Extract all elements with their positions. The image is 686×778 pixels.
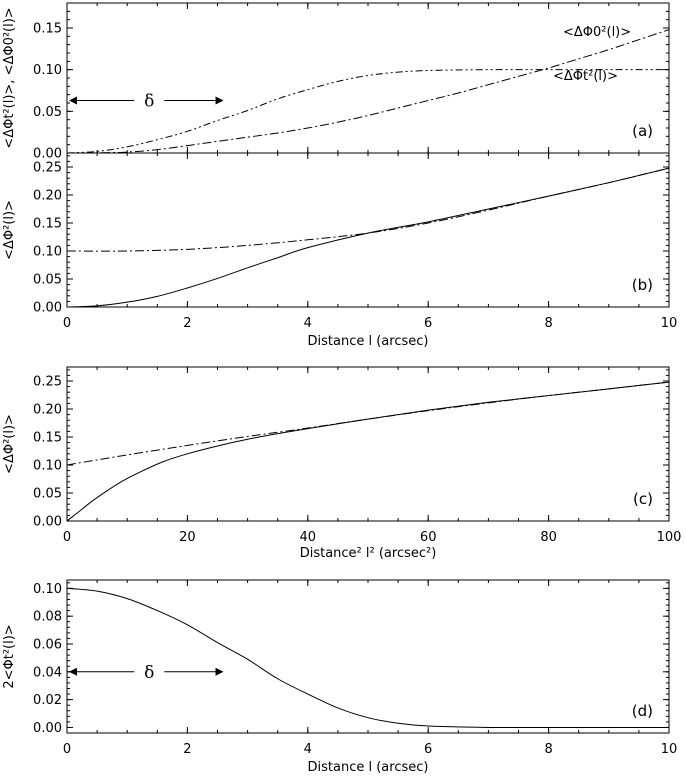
y-tick-label: 0.05	[33, 273, 62, 288]
y-tick-label: 0.00	[33, 721, 62, 736]
y-tick-label: 0.05	[33, 487, 62, 502]
series-solid	[66, 587, 669, 729]
y-tick-label: 0.00	[33, 515, 62, 530]
y-tick-label: 0.08	[33, 610, 62, 625]
arrowhead-left	[69, 96, 77, 105]
y-axis-title: 2<Φt²(l)>	[2, 624, 17, 688]
panel-c-frame	[66, 366, 670, 522]
panel-label: (b)	[632, 276, 653, 294]
y-tick-label: 0.10	[33, 459, 62, 474]
x-tick-label: 40	[300, 530, 317, 545]
y-tick-label: 0.04	[33, 665, 62, 680]
x-axis-title: Distance l (arcsec)	[308, 334, 429, 349]
panel-d: 0 2 4 6 8 10 0.00 0.02 0.04 0.06 0.08 0.10 2<Φt²(l)>…	[2, 579, 678, 775]
panel-b-frame	[66, 152, 670, 308]
y-tick-label: 0.10	[33, 245, 62, 260]
y-tick-label: 0.00	[33, 147, 62, 162]
x-tick-label: 0	[63, 530, 71, 545]
series-dash-dot	[66, 167, 670, 252]
y-tick-label: 0.15	[33, 431, 62, 446]
y-tick-label: 0.15	[33, 22, 62, 37]
x-tick-label: 2	[183, 316, 191, 331]
panel-d-frame	[66, 579, 670, 734]
y-axis-title: <ΔΦ²(l)>	[2, 414, 17, 474]
x-tick-label: 6	[424, 316, 432, 331]
panel-label: (d)	[632, 702, 653, 720]
x-tick-label: 2	[183, 742, 191, 757]
y-tick-label: 0.25	[33, 161, 62, 176]
y-tick-label: 0.15	[33, 217, 62, 232]
x-axis-title: Distance² l² (arcsec²)	[300, 546, 437, 561]
y-tick-label: 0.10	[33, 582, 62, 597]
y-tick-label: 0.20	[33, 189, 62, 204]
x-tick-label: 10	[661, 742, 678, 757]
panel-a: 0.00 0.05 0.10 0.15 <ΔΦt²(l)>, <ΔΦ0²(l)> (a) δ…	[2, 2, 670, 162]
series-dash-dot	[66, 381, 670, 466]
y-tick-label: 0.20	[33, 403, 62, 418]
x-tick-label: 10	[661, 316, 678, 331]
x-axis-title: Distance l (arcsec)	[308, 760, 429, 775]
panel-b: 0 2 4 6 8 10 0.00 0.05 0.10 0.15 0.20 0.25 <ΔΦ²(l)> D…	[2, 152, 678, 349]
label-phit: <ΔΦt²(l)>	[553, 69, 618, 84]
panel-label: (a)	[632, 122, 653, 140]
y-tick-label: 0.06	[33, 637, 62, 652]
panel-c: 0 20 40 60 80 100 0.00 0.05 0.10 0.15 0.20 0.25 <ΔΦ²…	[2, 366, 682, 561]
x-tick-label: 8	[544, 316, 552, 331]
panel-label: (c)	[633, 490, 653, 508]
delta-label: δ	[144, 663, 154, 683]
x-tick-label: 0	[63, 742, 71, 757]
x-tick-label: 4	[304, 316, 312, 331]
x-tick-label: 4	[304, 742, 312, 757]
y-tick-label: 0.25	[33, 375, 62, 390]
x-tick-label: 0	[63, 316, 71, 331]
arrowhead-right	[215, 96, 224, 105]
y-axis-title: <ΔΦ²(l)>	[2, 200, 17, 260]
y-tick-label: 0.05	[33, 105, 62, 120]
y-tick-label: 0.02	[33, 693, 62, 708]
x-tick-label: 20	[179, 530, 196, 545]
x-tick-label: 80	[540, 530, 557, 545]
arrowhead-left	[69, 667, 77, 676]
x-tick-label: 100	[657, 530, 682, 545]
series-dash-dot-dot	[66, 69, 669, 154]
x-tick-label: 6	[424, 742, 432, 757]
y-tick-label: 0.00	[33, 301, 62, 316]
y-tick-label: 0.10	[33, 63, 62, 78]
x-tick-label: 8	[544, 742, 552, 757]
delta-label: δ	[144, 92, 154, 112]
series-dash-dot	[66, 29, 670, 154]
arrowhead-right	[215, 667, 224, 676]
series-solid	[66, 381, 670, 522]
series-solid	[66, 167, 670, 308]
x-tick-label: 60	[420, 530, 437, 545]
y-axis-title: <ΔΦt²(l)>, <ΔΦ0²(l)>	[2, 7, 17, 148]
label-phi0: <ΔΦ0²(l)>	[563, 25, 631, 40]
